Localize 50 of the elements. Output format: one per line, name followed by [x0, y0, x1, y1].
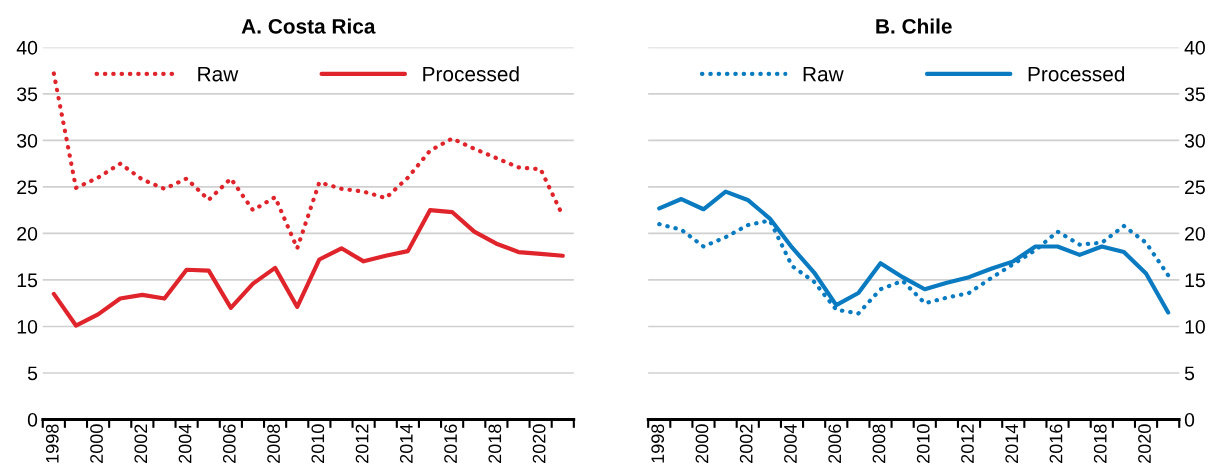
y-tick-label: 35 — [17, 87, 38, 102]
x-tick-label: 2006 — [222, 424, 236, 463]
x-tick-label: 2010 — [311, 424, 325, 463]
x-tick-label: 2014 — [1005, 424, 1019, 463]
x-tick-label: 2018 — [488, 424, 502, 463]
x-tick-label: 2000 — [695, 424, 709, 463]
x-tick-label: 2008 — [872, 424, 886, 463]
x-tick-label: 1998 — [651, 424, 665, 463]
x-tick-label: 2016 — [1049, 424, 1063, 463]
y-tick-label: 5 — [27, 366, 38, 381]
y-tick-label: 10 — [17, 319, 38, 334]
x-tick-label: 2014 — [399, 424, 413, 463]
x-tick-label: 2002 — [739, 424, 753, 463]
x-tick-label: 2012 — [355, 424, 369, 463]
legend-label: Processed — [423, 66, 519, 82]
y2-tick-label: 30 — [1184, 133, 1205, 148]
x-tick-label: 1998 — [45, 424, 59, 463]
y-tick-label: 40 — [16, 40, 38, 55]
chart-title: A. Costa Rica — [241, 18, 376, 34]
y2-tick-label: 15 — [1185, 273, 1205, 288]
y2-tick-label: 10 — [1185, 319, 1205, 334]
line-series — [657, 189, 1171, 315]
y-tick-label: 0 — [27, 412, 38, 427]
y-tick-label: 20 — [17, 226, 38, 241]
x-tick-label: 2008 — [267, 424, 280, 463]
x-tick-label: 2006 — [828, 424, 842, 463]
y2-tick-label: 0 — [1184, 412, 1195, 427]
x-tick-label: 2002 — [134, 424, 148, 463]
x-tick-label: 2020 — [532, 424, 546, 463]
legend-label: Processed — [1028, 66, 1125, 82]
x-tick-label: 2010 — [916, 424, 930, 463]
x-tick-label: 2020 — [1138, 424, 1151, 463]
x-tick-label: 2000 — [90, 424, 103, 463]
x-tick-label: 2004 — [784, 424, 797, 463]
x-tick-label: 2016 — [444, 424, 457, 463]
legend-label: Raw — [198, 66, 239, 82]
line-series — [51, 208, 565, 328]
chart-title: B. Chile — [876, 18, 952, 34]
y-tick-label: 15 — [17, 273, 38, 288]
x-tick-label: 2012 — [961, 424, 974, 463]
x-tick-label: 2004 — [178, 424, 192, 463]
y-tick-label: 25 — [17, 180, 38, 195]
y2-tick-label: 5 — [1184, 366, 1195, 381]
y2-tick-label: 40 — [1184, 40, 1205, 55]
y2-tick-label: 35 — [1184, 87, 1205, 102]
y2-tick-label: 25 — [1185, 180, 1205, 195]
y-tick-label: 30 — [17, 133, 38, 148]
y2-tick-label: 20 — [1185, 226, 1205, 241]
legend-label: Raw — [803, 66, 844, 82]
x-tick-label: 2018 — [1093, 424, 1107, 463]
